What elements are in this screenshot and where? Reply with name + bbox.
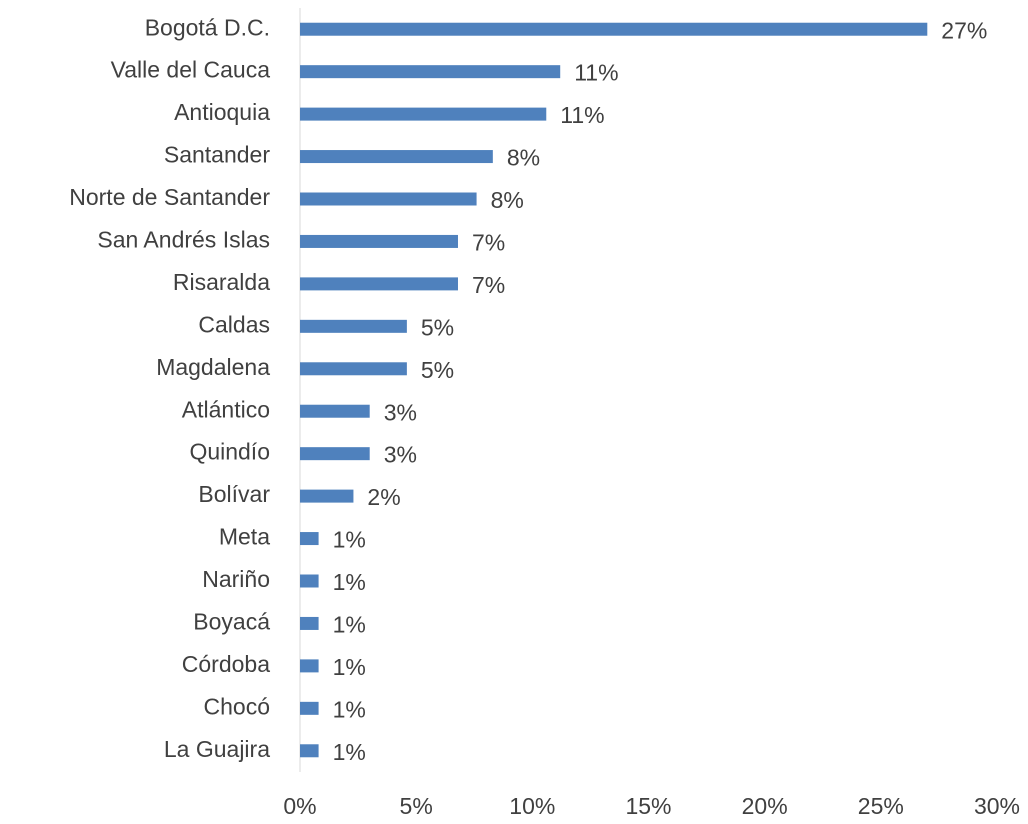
y-tick-label: Chocó	[204, 693, 270, 719]
data-label: 1%	[333, 739, 366, 765]
bar	[300, 107, 547, 121]
bar	[300, 362, 407, 376]
data-label: 8%	[491, 187, 524, 213]
data-label: 1%	[333, 654, 366, 680]
data-label: 7%	[472, 230, 505, 256]
y-tick-label: Boyacá	[193, 609, 270, 635]
x-tick-label: 20%	[742, 793, 788, 819]
y-tick-label: Córdoba	[182, 651, 270, 677]
bar	[300, 447, 370, 461]
y-tick-label: Norte de Santander	[69, 184, 270, 210]
bar	[300, 404, 370, 418]
data-label: 8%	[507, 145, 540, 171]
y-tick-label: Valle del Cauca	[111, 57, 271, 83]
bar	[300, 532, 319, 546]
data-label: 7%	[472, 272, 505, 298]
bar	[300, 616, 319, 630]
data-label: 1%	[333, 527, 366, 553]
bar	[300, 277, 458, 291]
data-label: 5%	[421, 314, 454, 340]
y-tick-label: Magdalena	[156, 354, 270, 380]
y-tick-label: Santander	[164, 142, 270, 168]
y-tick-label: Meta	[219, 524, 270, 550]
y-tick-label: Nariño	[202, 566, 270, 592]
data-label: 11%	[560, 102, 604, 128]
bar	[300, 22, 928, 36]
x-tick-label: 5%	[400, 793, 433, 819]
bar	[300, 319, 407, 333]
data-label: 11%	[574, 60, 618, 86]
x-tick-label: 30%	[974, 793, 1020, 819]
x-tick-label: 25%	[858, 793, 904, 819]
data-label: 27%	[941, 17, 987, 43]
data-label: 3%	[384, 442, 417, 468]
data-label: 1%	[333, 696, 366, 722]
bar	[300, 234, 458, 248]
y-tick-label: Antioquia	[174, 99, 270, 125]
bar	[300, 192, 477, 206]
y-tick-label: Risaralda	[173, 269, 270, 295]
x-tick-label: 10%	[509, 793, 555, 819]
bar	[300, 489, 354, 503]
y-tick-label: Atlántico	[182, 396, 270, 422]
y-tick-label: Bolívar	[198, 481, 270, 507]
y-tick-label: Quindío	[189, 439, 270, 465]
data-label: 1%	[333, 569, 366, 595]
bar	[300, 65, 561, 79]
y-tick-label: San Andrés Islas	[97, 227, 270, 253]
y-tick-label: Caldas	[198, 311, 270, 337]
bar	[300, 744, 319, 758]
y-tick-label: La Guajira	[164, 736, 270, 762]
bar	[300, 574, 319, 588]
data-label: 2%	[367, 484, 400, 510]
bar	[300, 701, 319, 715]
x-tick-label: 15%	[625, 793, 671, 819]
data-label: 5%	[421, 357, 454, 383]
bar	[300, 150, 493, 164]
data-label: 1%	[333, 612, 366, 638]
y-tick-label: Bogotá D.C.	[145, 14, 270, 40]
x-tick-label: 0%	[283, 793, 316, 819]
data-label: 3%	[384, 399, 417, 425]
bar	[300, 659, 319, 673]
